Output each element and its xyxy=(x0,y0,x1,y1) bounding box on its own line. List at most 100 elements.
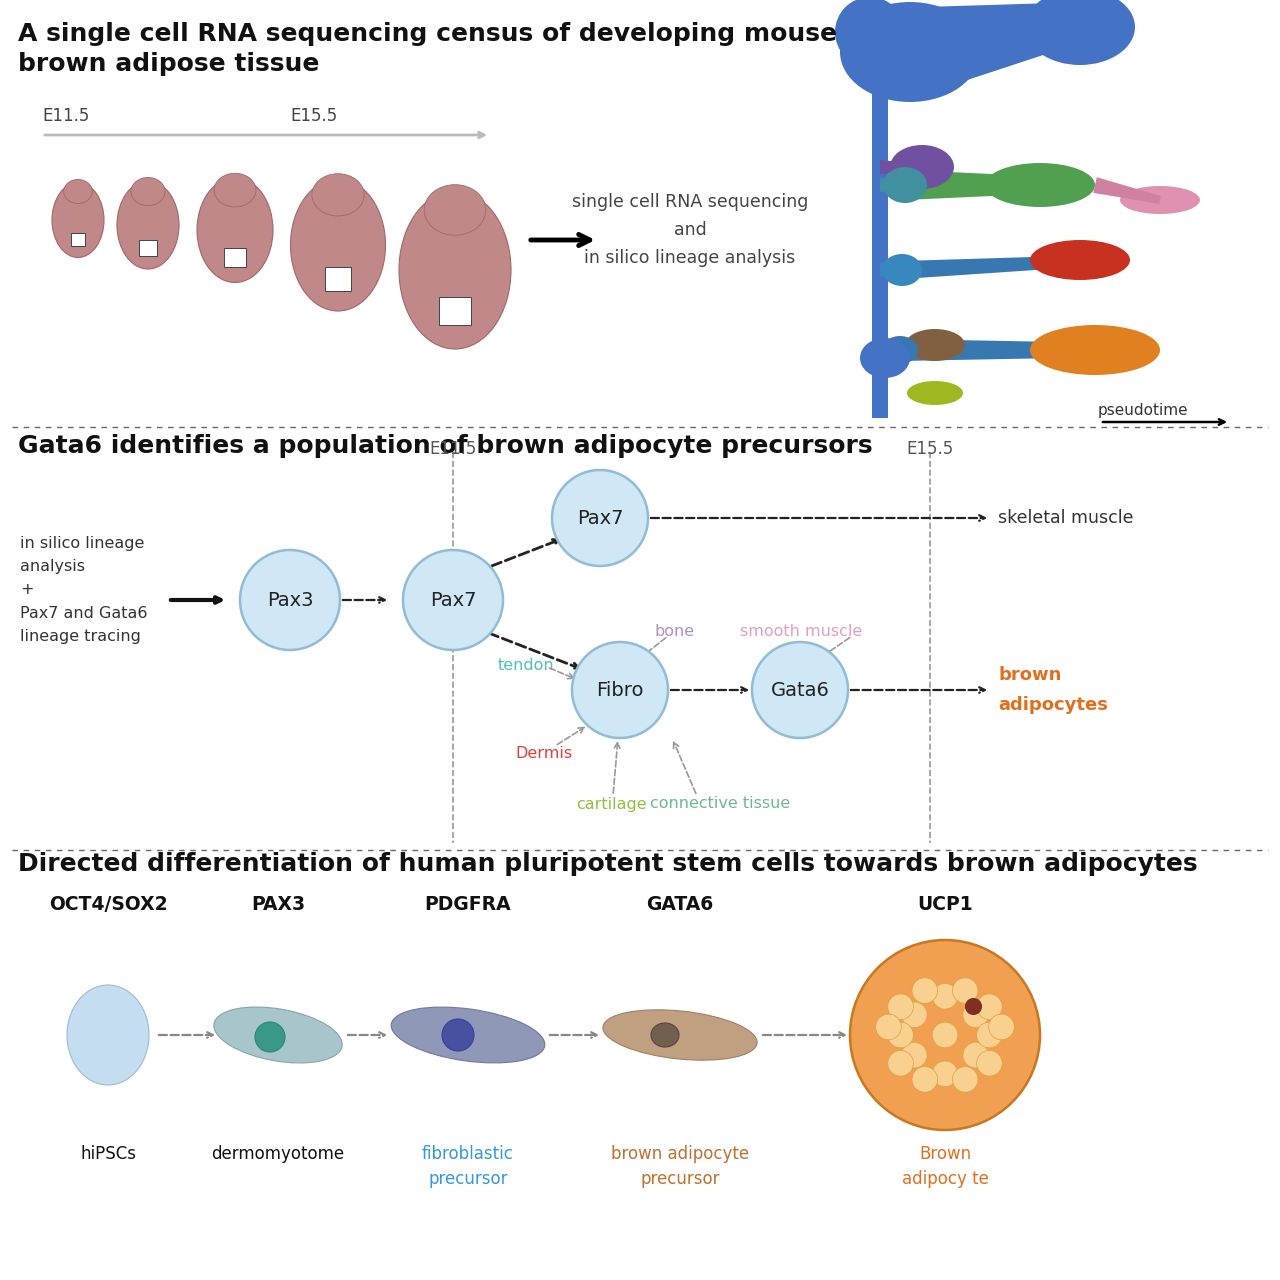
Circle shape xyxy=(977,1051,1002,1076)
Circle shape xyxy=(552,470,648,566)
Ellipse shape xyxy=(312,174,364,216)
Ellipse shape xyxy=(392,1007,545,1062)
FancyBboxPatch shape xyxy=(439,297,471,325)
Circle shape xyxy=(932,1023,957,1048)
Ellipse shape xyxy=(908,381,963,404)
Text: Directed differentiation of human pluripotent stem cells towards brown adipocyte: Directed differentiation of human plurip… xyxy=(18,852,1198,876)
Polygon shape xyxy=(881,178,905,192)
Ellipse shape xyxy=(214,173,256,207)
Ellipse shape xyxy=(67,986,148,1085)
Text: skeletal muscle: skeletal muscle xyxy=(998,509,1134,527)
Ellipse shape xyxy=(131,178,165,206)
Text: E15.5: E15.5 xyxy=(291,108,337,125)
Text: Gata6: Gata6 xyxy=(771,681,829,699)
Text: bone: bone xyxy=(655,625,695,640)
FancyBboxPatch shape xyxy=(325,268,351,292)
Polygon shape xyxy=(881,344,900,356)
Text: E11.5: E11.5 xyxy=(42,108,90,125)
Polygon shape xyxy=(902,3,1083,96)
Circle shape xyxy=(901,1002,927,1028)
Circle shape xyxy=(932,983,957,1009)
Circle shape xyxy=(965,998,982,1015)
Circle shape xyxy=(977,1023,1002,1048)
Text: Pax3: Pax3 xyxy=(266,590,314,609)
Text: brown adipocyte
precursor: brown adipocyte precursor xyxy=(611,1146,749,1188)
Text: PDGFRA: PDGFRA xyxy=(425,896,511,914)
Circle shape xyxy=(876,1014,901,1039)
Ellipse shape xyxy=(905,329,965,361)
Ellipse shape xyxy=(1030,325,1160,375)
Ellipse shape xyxy=(399,191,511,349)
FancyBboxPatch shape xyxy=(224,248,246,266)
Ellipse shape xyxy=(882,253,922,285)
Polygon shape xyxy=(872,52,888,419)
Circle shape xyxy=(901,1042,927,1068)
Text: tendon: tendon xyxy=(498,658,554,672)
Ellipse shape xyxy=(603,1010,756,1060)
Text: Dermis: Dermis xyxy=(515,745,572,760)
Circle shape xyxy=(911,1066,938,1092)
Ellipse shape xyxy=(424,184,486,236)
Circle shape xyxy=(952,978,978,1004)
Ellipse shape xyxy=(64,179,92,204)
Text: E11.5: E11.5 xyxy=(429,440,476,458)
Text: brown: brown xyxy=(998,666,1061,684)
Text: Pax7: Pax7 xyxy=(430,590,476,609)
Circle shape xyxy=(850,940,1039,1130)
Text: in silico lineage
analysis
+
Pax7 and Gata6
lineage tracing: in silico lineage analysis + Pax7 and Ga… xyxy=(20,536,147,644)
Text: Fibro: Fibro xyxy=(596,681,644,699)
Text: PAX3: PAX3 xyxy=(251,896,305,914)
Circle shape xyxy=(977,993,1002,1020)
FancyBboxPatch shape xyxy=(70,233,86,246)
Ellipse shape xyxy=(840,3,980,102)
Ellipse shape xyxy=(116,180,179,269)
Circle shape xyxy=(888,993,914,1020)
Text: A single cell RNA sequencing census of developing mouse
brown adipose tissue: A single cell RNA sequencing census of d… xyxy=(18,22,837,76)
Circle shape xyxy=(963,1002,988,1028)
Text: Brown
adipocy te: Brown adipocy te xyxy=(901,1146,988,1188)
Ellipse shape xyxy=(1030,241,1130,280)
Circle shape xyxy=(442,1019,474,1051)
Ellipse shape xyxy=(1120,186,1201,214)
Ellipse shape xyxy=(882,335,918,364)
Text: dermomyotome: dermomyotome xyxy=(211,1146,344,1164)
Text: single cell RNA sequencing
and
in silico lineage analysis: single cell RNA sequencing and in silico… xyxy=(572,193,808,266)
Circle shape xyxy=(988,1014,1014,1039)
Text: cartilage: cartilage xyxy=(576,796,646,812)
Circle shape xyxy=(403,550,503,650)
Ellipse shape xyxy=(652,1023,678,1047)
Ellipse shape xyxy=(291,179,385,311)
Circle shape xyxy=(888,1051,914,1076)
Ellipse shape xyxy=(986,163,1094,207)
Ellipse shape xyxy=(214,1007,342,1062)
Circle shape xyxy=(888,1023,914,1048)
Ellipse shape xyxy=(197,178,273,283)
Polygon shape xyxy=(905,170,1036,200)
Polygon shape xyxy=(881,262,902,276)
Polygon shape xyxy=(901,256,1065,279)
Circle shape xyxy=(241,550,340,650)
Circle shape xyxy=(932,1061,957,1087)
Text: E15.5: E15.5 xyxy=(906,440,954,458)
Circle shape xyxy=(963,1042,988,1068)
Circle shape xyxy=(572,643,668,739)
Text: pseudotime: pseudotime xyxy=(1098,403,1189,419)
Text: GATA6: GATA6 xyxy=(646,896,714,914)
Text: fibroblastic
precursor: fibroblastic precursor xyxy=(422,1146,515,1188)
Text: Gata6 identifies a population of brown adipocyte precursors: Gata6 identifies a population of brown a… xyxy=(18,434,873,458)
Ellipse shape xyxy=(52,183,104,257)
Circle shape xyxy=(911,978,938,1004)
Text: hiPSCs: hiPSCs xyxy=(79,1146,136,1164)
Ellipse shape xyxy=(860,338,910,378)
Ellipse shape xyxy=(255,1021,285,1052)
Text: OCT4/SOX2: OCT4/SOX2 xyxy=(49,896,168,914)
Text: UCP1: UCP1 xyxy=(918,896,973,914)
Text: Pax7: Pax7 xyxy=(577,508,623,527)
FancyBboxPatch shape xyxy=(140,239,156,256)
Circle shape xyxy=(952,1066,978,1092)
Circle shape xyxy=(753,643,849,739)
Polygon shape xyxy=(1093,177,1161,204)
Ellipse shape xyxy=(883,166,927,204)
Text: connective tissue: connective tissue xyxy=(650,796,790,812)
Ellipse shape xyxy=(835,0,905,67)
